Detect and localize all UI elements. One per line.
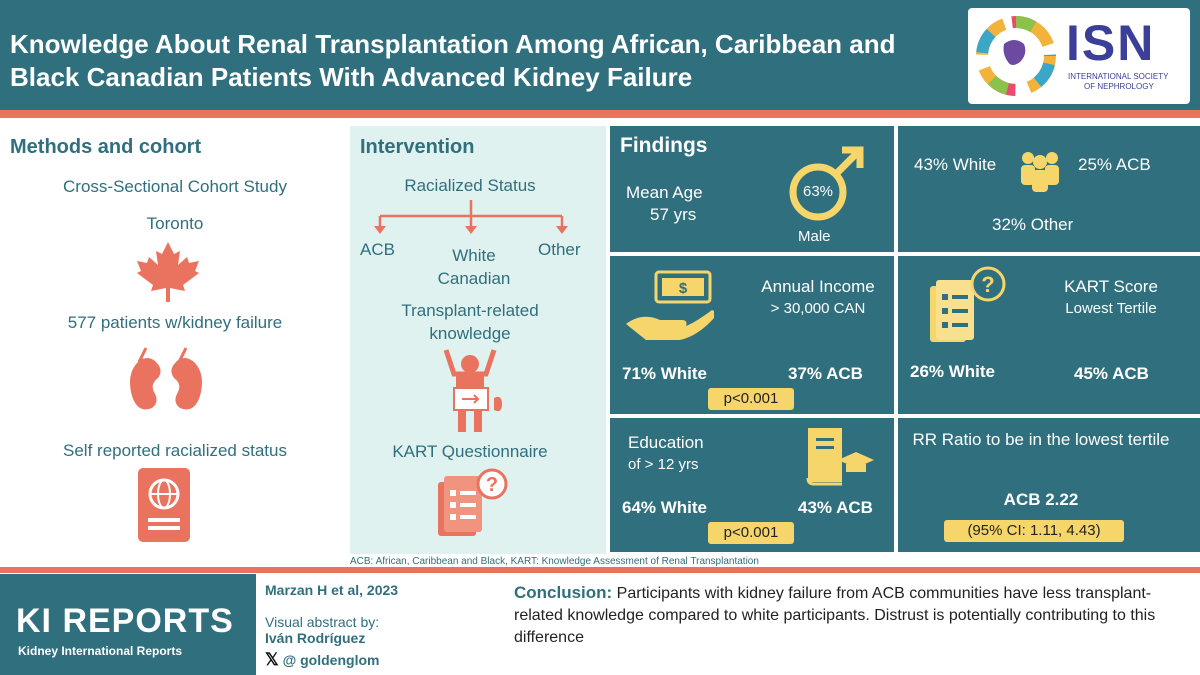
group-acb: ACB xyxy=(360,240,395,259)
page-title: Knowledge About Renal Transplantation Am… xyxy=(10,29,896,92)
transplant-knowledge: Transplant-related knowledge xyxy=(401,301,539,343)
x-logo-icon: 𝕏 xyxy=(265,650,279,669)
study-city: Toronto xyxy=(146,214,204,233)
journal-name: KI REPORTS xyxy=(16,602,234,640)
header-banner: Knowledge About Renal Transplantation Am… xyxy=(0,0,1200,110)
kart-score-label: KART Score xyxy=(1064,277,1158,296)
ki-reports-logo: KI REPORTS Kidney International Reports xyxy=(0,574,256,675)
passport-icon xyxy=(138,468,190,542)
isn-name-line2: OF NEPHROLOGY xyxy=(1084,82,1154,91)
svg-text:?: ? xyxy=(486,474,498,496)
author-handle: @ goldenglom xyxy=(282,652,380,668)
kart-questionnaire: KART Questionnaire xyxy=(392,442,548,461)
white-percent: 43% White xyxy=(914,155,997,174)
income-white: 71% White xyxy=(622,364,708,383)
income-threshold: > 30,000 CAN xyxy=(770,300,866,317)
header-stripe xyxy=(0,110,1200,118)
intervention-panel: Intervention Racialized Status ACB White… xyxy=(350,126,606,554)
education-acb: 43% ACB xyxy=(798,498,873,517)
author-name: Iván Rodríguez xyxy=(265,630,366,646)
income-box: $ Annual Income > 30,000 CAN 71% White 3… xyxy=(610,256,894,414)
mean-age-value: 57 yrs xyxy=(650,205,697,224)
methods-title: Methods and cohort xyxy=(10,136,202,158)
conclusion: Conclusion: Participants with kidney fai… xyxy=(514,582,1194,649)
isn-abbr: ISN xyxy=(1066,15,1156,71)
rr-ratio-value: ACB 2.22 xyxy=(1003,490,1079,509)
conclusion-label: Conclusion: xyxy=(514,583,613,602)
education-white: 64% White xyxy=(622,498,708,517)
credits: Marzan H et al, 2023 Visual abstract by:… xyxy=(265,582,495,670)
abbreviation-footnote: ACB: African, Caribbean and Black, KART:… xyxy=(350,556,759,567)
svg-text:$: $ xyxy=(679,280,688,297)
svg-text:?: ? xyxy=(981,272,994,297)
racialized-status-label: Racialized Status xyxy=(404,176,536,195)
rr-ratio-ci: (95% CI: 1.11, 4.43) xyxy=(944,520,1124,542)
rr-ratio-box: RR Ratio to be in the lowest tertile ACB… xyxy=(898,418,1200,552)
checklist-question-icon: ? xyxy=(930,266,1006,342)
findings-age-sex-box: Findings Mean Age 57 yrs 63% Male xyxy=(610,126,894,252)
intervention-title: Intervention xyxy=(360,136,475,158)
education-p-value: p<0.001 xyxy=(708,522,794,544)
kart-white: 26% White xyxy=(910,362,996,381)
book-graduation-icon xyxy=(806,428,874,486)
income-p-value: p<0.001 xyxy=(708,388,794,410)
isn-globe-icon xyxy=(976,16,1056,96)
money-hand-icon: $ xyxy=(626,270,714,340)
kidneys-icon xyxy=(130,347,202,410)
person-presenting-icon xyxy=(443,349,502,432)
footer-stripe xyxy=(0,567,1200,573)
citation: Marzan H et al, 2023 xyxy=(265,582,399,598)
kart-acb: 45% ACB xyxy=(1074,364,1149,383)
study-design: Cross-Sectional Cohort Study xyxy=(63,177,287,196)
questionnaire-icon: ? xyxy=(438,468,508,536)
male-percent: 63% xyxy=(802,183,834,200)
maple-leaf-icon xyxy=(137,242,199,302)
other-percent: 32% Other xyxy=(992,215,1074,234)
journal-subtitle: Kidney International Reports xyxy=(18,644,183,658)
income-label: Annual Income xyxy=(761,277,875,296)
findings-title: Findings xyxy=(620,134,708,157)
male-symbol-icon xyxy=(789,146,864,221)
mean-age-label: Mean Age xyxy=(626,183,703,202)
isn-logo: ISN INTERNATIONAL SOCIETY OF NEPHROLOGY xyxy=(968,8,1190,104)
racialized-status: Self reported racialized status xyxy=(63,441,287,460)
conclusion-text: Participants with kidney failure from AC… xyxy=(514,585,1156,646)
income-acb: 37% ACB xyxy=(788,364,863,383)
patient-count: 577 patients w/kidney failure xyxy=(67,313,283,332)
acb-percent: 25% ACB xyxy=(1078,155,1151,174)
male-label: Male xyxy=(798,228,831,245)
kart-lowest-tertile: Lowest Tertile xyxy=(1065,300,1157,317)
isn-name-line1: INTERNATIONAL SOCIETY xyxy=(1068,72,1169,81)
rr-ratio-label: RR Ratio to be in the lowest tertile xyxy=(912,430,1170,449)
education-label: Education xyxy=(628,433,704,452)
abstract-by-label: Visual abstract by: xyxy=(265,614,380,630)
people-group-icon xyxy=(1021,152,1059,192)
branch-arrows-icon xyxy=(374,200,568,234)
race-distribution-box: 43% White 25% ACB 32% Other xyxy=(898,126,1200,252)
group-white-canadian: White Canadian xyxy=(437,246,511,288)
kart-score-box: ? KART Score Lowest Tertile 26% White 45… xyxy=(898,256,1200,414)
education-threshold: of > 12 yrs xyxy=(628,456,699,473)
education-box: Education of > 12 yrs 64% White 43% ACB … xyxy=(610,418,894,552)
group-other: Other xyxy=(538,240,581,259)
